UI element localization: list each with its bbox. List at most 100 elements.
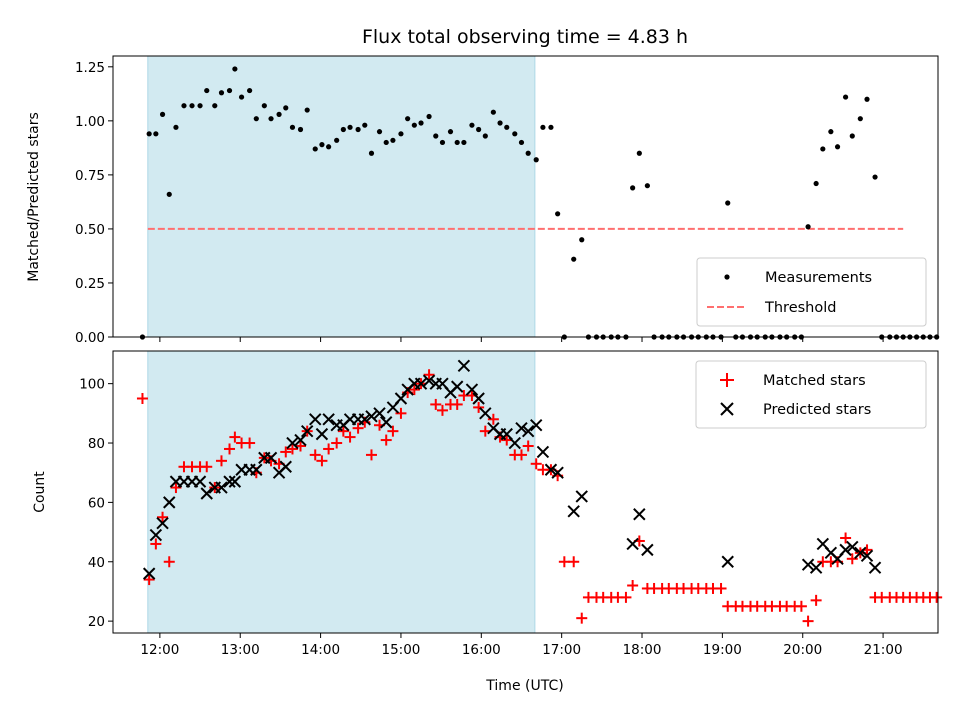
- measurement-point: [340, 126, 346, 133]
- measurement-point: [805, 224, 811, 230]
- x-stroke-b: [380, 416, 393, 429]
- predicted-star-point: [215, 481, 228, 494]
- bottom-y-axis-label: Count: [32, 471, 48, 513]
- matched-star-point: [530, 458, 542, 470]
- x-stroke-b: [465, 383, 479, 396]
- predicted-star-point: [223, 475, 236, 488]
- matched-star-point: [331, 437, 343, 449]
- predicted-star-point: [250, 463, 263, 476]
- predicted-star-point: [839, 543, 852, 557]
- matched-star-point: [810, 594, 822, 606]
- matched-star-point: [365, 449, 377, 461]
- x-stroke-b: [567, 505, 580, 518]
- predicted-star-point: [575, 490, 588, 503]
- x-stroke-b: [521, 424, 535, 438]
- matched-star-point: [558, 556, 570, 568]
- measurement-point: [268, 116, 274, 122]
- predicted-star-point: [457, 359, 471, 373]
- measurement-point: [820, 146, 826, 152]
- measurement-point: [849, 133, 855, 139]
- x-stroke-b: [479, 407, 492, 420]
- measurement-point: [439, 139, 446, 146]
- measurement-point: [842, 94, 849, 100]
- predicted-star-point: [193, 475, 207, 488]
- measurement-point: [146, 131, 152, 137]
- measurement-point: [540, 124, 546, 130]
- x-stroke-b: [515, 421, 528, 435]
- top-panel-axes: 0.00 0.25 0.50 0.75 1.00 1.25: [75, 55, 939, 346]
- x-stroke-b: [193, 475, 207, 488]
- predicted-star-point: [286, 436, 299, 450]
- measurement-points: [139, 66, 940, 340]
- matched-star-point: [316, 455, 328, 467]
- matched-star-point: [157, 511, 169, 523]
- x-stroke-b: [286, 436, 299, 450]
- matched-star-point: [802, 615, 814, 627]
- y-tick-label: 20: [88, 614, 105, 630]
- x-stroke-b: [279, 460, 292, 473]
- top-y-axis-label: Matched/Predicted stars: [26, 112, 42, 282]
- measurement-point: [872, 174, 878, 180]
- matched-star-point: [931, 591, 943, 603]
- x-stroke-b: [721, 555, 734, 568]
- x-stroke-b: [472, 392, 485, 405]
- measurement-point: [497, 120, 503, 126]
- measurement-point: [238, 94, 245, 100]
- x-tick-label: 21:00: [864, 642, 903, 658]
- x-stroke-b: [457, 359, 471, 373]
- top-panel: 0.00 0.25 0.50 0.75 1.00 1.25 Matched/Predict…: [26, 55, 940, 346]
- predicted-star-point: [200, 487, 213, 500]
- measurement-point: [368, 150, 375, 156]
- matched-star-point: [323, 443, 335, 455]
- legend-predicted-marker: [720, 402, 734, 416]
- x-stroke-b: [824, 546, 838, 560]
- x-stroke-b: [163, 496, 176, 509]
- x-stroke-b: [294, 433, 307, 447]
- measurement-point: [398, 131, 404, 137]
- measurement-point: [226, 87, 233, 94]
- measurement-point: [454, 139, 460, 146]
- measurement-point: [319, 142, 325, 148]
- predicted-star-point: [156, 516, 169, 530]
- x-stroke-b: [250, 463, 263, 476]
- matched-star-point: [522, 440, 534, 452]
- measurement-point: [334, 137, 340, 143]
- measurement-point: [376, 129, 383, 135]
- legend-measurements-marker: [724, 274, 730, 280]
- measurement-point: [153, 131, 159, 137]
- measurement-point: [469, 122, 475, 128]
- predicted-star-point: [472, 392, 485, 405]
- x-stroke-b: [142, 567, 156, 580]
- matched-star-point: [280, 446, 292, 458]
- predicted-star-point: [294, 433, 307, 447]
- x-stroke-b: [809, 561, 823, 574]
- matched-star-point: [515, 449, 527, 461]
- y-tick-label: 1.25: [75, 60, 105, 76]
- top-legend: Measurements Threshold: [696, 257, 927, 327]
- x-stroke-b: [500, 427, 513, 441]
- top-legend-box: [696, 257, 927, 327]
- measurement-point: [725, 200, 731, 206]
- measurement-point: [447, 129, 454, 135]
- x-stroke-b: [641, 543, 654, 557]
- measurement-point: [312, 146, 318, 152]
- matched-star-point: [215, 455, 227, 467]
- matched-star-point: [337, 425, 349, 437]
- plot-frame: [112, 55, 939, 338]
- matched-star-point: [436, 404, 448, 416]
- x-stroke-b: [365, 410, 378, 423]
- matched-star-point: [795, 600, 807, 612]
- x-tick-label: 17:00: [542, 642, 581, 658]
- measurement-point: [204, 87, 210, 94]
- measurement-point: [218, 90, 225, 96]
- legend-threshold-label: Threshold: [764, 300, 836, 316]
- x-stroke-b: [422, 374, 436, 387]
- x-tick-label: 19:00: [703, 642, 742, 658]
- matched-star-point: [568, 556, 580, 568]
- y-tick-label: 0.75: [75, 168, 105, 184]
- x-stroke-b: [839, 543, 852, 557]
- bottom-panel: 20 40 60 80 100 12:00 13:00 14:00 15:00 16:00 17:0…: [32, 350, 943, 694]
- predicted-star-point: [309, 413, 322, 426]
- x-stroke-b: [200, 487, 213, 500]
- measurement-point: [426, 113, 432, 120]
